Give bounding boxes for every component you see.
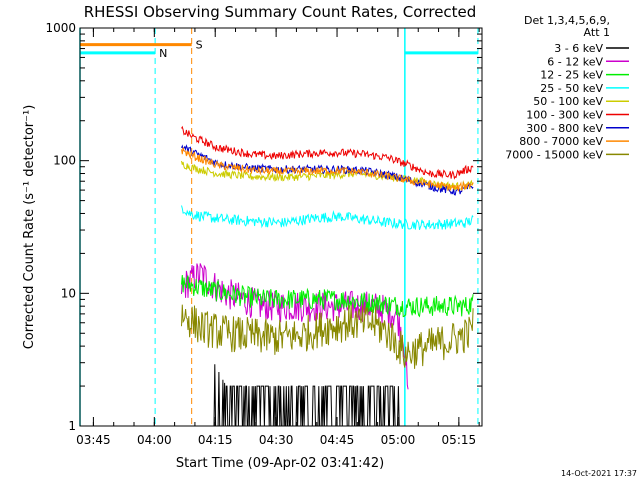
axes: 1 10 100 1000 03:45 04:00 04:15 04:30 04:45 05:00… xyxy=(45,21,482,447)
legend-entry-label: 300 - 800 keV xyxy=(526,122,603,135)
legend-entry-label: 800 - 7000 keV xyxy=(519,135,603,148)
series-layer xyxy=(181,125,474,427)
series-line xyxy=(181,144,474,196)
legend-entry-label: 3 - 6 keV xyxy=(554,42,603,55)
series-line xyxy=(213,364,400,427)
legend-entry-label: 6 - 12 keV xyxy=(547,55,603,68)
plot-frame xyxy=(79,27,483,427)
x-tick-label: 04:15 xyxy=(198,433,233,447)
legend-entry-label: 25 - 50 keV xyxy=(540,82,603,95)
x-tick-label: 04:00 xyxy=(137,433,172,447)
series-line xyxy=(181,304,474,369)
series-line xyxy=(181,125,474,180)
series-line xyxy=(181,274,474,318)
date-stamp: 14-Oct-2021 17:37 xyxy=(561,469,637,478)
chart-title: RHESSI Observing Summary Count Rates, Co… xyxy=(84,3,477,21)
legend-entry-label: 100 - 300 keV xyxy=(526,109,603,122)
flag-label: S xyxy=(196,39,203,52)
flag-label: N xyxy=(159,47,167,60)
y-tick-label: 10 xyxy=(61,286,76,300)
x-tick-label: 05:15 xyxy=(442,433,477,447)
legend-header: Det 1,3,4,5,6,9, xyxy=(524,14,610,27)
series-line xyxy=(181,147,474,192)
y-tick-label: 1000 xyxy=(45,21,76,35)
x-tick-label: 04:30 xyxy=(259,433,294,447)
legend-header: Att 1 xyxy=(584,26,610,39)
legend-entry-label: 7000 - 15000 keV xyxy=(505,148,603,161)
y-axis-label: Corrected Count Rate (s⁻¹ detector⁻¹) xyxy=(22,105,37,350)
x-axis-label: Start Time (09-Apr-02 03:41:42) xyxy=(176,456,384,471)
x-tick-label: 03:45 xyxy=(76,433,111,447)
y-tick-label: 1 xyxy=(68,419,76,433)
legend-entry-label: 50 - 100 keV xyxy=(533,95,603,108)
x-tick-label: 05:00 xyxy=(381,433,416,447)
legend-entry-label: 12 - 25 keV xyxy=(540,69,603,82)
y-tick-label: 100 xyxy=(53,154,76,168)
x-tick-label: 04:45 xyxy=(320,433,355,447)
series-line xyxy=(181,205,474,230)
